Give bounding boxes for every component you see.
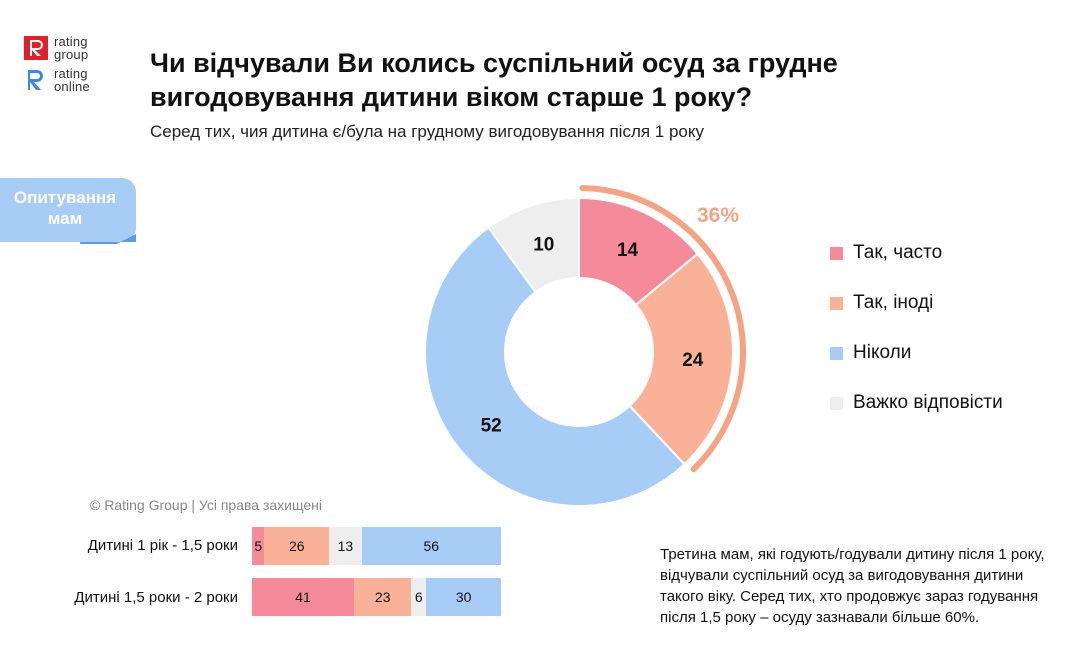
donut-slice-hard xyxy=(487,196,580,294)
legend-label-sometimes: Так, іноді xyxy=(853,292,934,313)
rating-logo: rating group rating online xyxy=(24,34,114,96)
donut-label-often: 14 xyxy=(617,240,639,261)
bar-value-sometimes: 26 xyxy=(289,538,305,554)
logo-text-group: group xyxy=(54,47,89,62)
legend-label-never: Ніколи xyxy=(853,342,912,363)
bar-value-hard: 13 xyxy=(337,538,354,554)
legend-swatch-often xyxy=(830,246,843,260)
donut-slice-never xyxy=(424,226,686,507)
bar-value-sometimes: 23 xyxy=(374,589,391,605)
legend-label-often: Так, часто xyxy=(853,242,943,263)
bar-row-label-1: Дитині 1 рік - 1,5 роки xyxy=(87,537,238,554)
legend-item-hard: Важко відповісти xyxy=(830,378,1003,428)
page-subtitle: Серед тих, чия дитина є/була на грудному… xyxy=(150,122,705,141)
bar-segment-never: 30 xyxy=(426,578,501,616)
legend-swatch-hard xyxy=(830,396,843,410)
summary-note: Третина мам, які годують/годували дитину… xyxy=(660,546,1045,626)
stacked-bar-row-2: 41 23 6 30 xyxy=(252,578,501,616)
copyright-text: © Rating Group | Усі права захищені xyxy=(90,497,322,513)
bar-segment-sometimes: 26 xyxy=(264,527,330,565)
donut-label-hard: 10 xyxy=(533,235,554,256)
bar-segment-hard: 13 xyxy=(329,527,362,565)
bar-value-often: 41 xyxy=(295,589,311,605)
legend-swatch-never xyxy=(830,346,843,360)
donut-slice-sometimes xyxy=(628,252,734,466)
bar-segment-hard: 6 xyxy=(411,578,427,616)
bar-value-never: 30 xyxy=(455,589,472,605)
survey-badge xyxy=(0,178,136,244)
legend-item-never: Ніколи xyxy=(830,328,1003,378)
survey-badge-label: Опитування мам xyxy=(0,187,130,229)
donut-label-never: 52 xyxy=(481,416,502,437)
logo-text-online: online xyxy=(54,79,90,94)
bar-row-label-2: Дитині 1,5 роки - 2 роки xyxy=(74,589,238,606)
rating-group-logo-icon xyxy=(24,36,48,60)
bar-segment-often: 41 xyxy=(252,578,355,616)
bar-value-hard: 6 xyxy=(414,589,423,605)
badge-line-2: мам xyxy=(47,209,83,228)
bar-value-never: 56 xyxy=(423,538,440,554)
donut-label-sometimes: 24 xyxy=(682,350,704,371)
stacked-bar-row-1: 5 26 13 56 xyxy=(252,527,501,565)
bar-segment-sometimes: 23 xyxy=(354,578,412,616)
yes-share-label: 36% xyxy=(697,204,739,227)
yes-share-accent-arc xyxy=(579,185,746,473)
legend-item-often: Так, часто xyxy=(830,228,1003,278)
legend-swatch-sometimes xyxy=(830,296,843,310)
bar-segment-often: 5 xyxy=(252,527,265,565)
logo-text-rating: rating xyxy=(54,34,88,49)
badge-line-1: Опитування xyxy=(13,188,117,207)
bar-value-often: 5 xyxy=(254,538,263,554)
legend-label-hard: Важко відповісти xyxy=(853,392,1003,413)
rating-online-logo-icon xyxy=(28,70,43,90)
page-title: Чи відчували Ви колись суспільний осуд з… xyxy=(150,48,838,112)
logo-text-rating-2: rating xyxy=(54,66,88,81)
chart-legend: Так, часто Так, іноді Ніколи Важко відпо… xyxy=(830,228,1003,428)
legend-item-sometimes: Так, іноді xyxy=(830,278,1003,328)
bar-segment-never: 56 xyxy=(361,527,501,565)
